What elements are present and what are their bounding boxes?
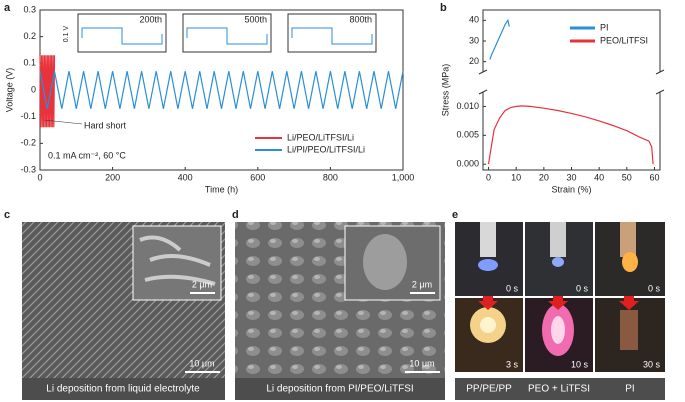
- time-label: 0 s: [506, 283, 519, 293]
- caption: PP/PE/PP: [466, 384, 512, 395]
- x-tick-label: 600: [250, 172, 265, 182]
- x-tick-label: 200: [105, 172, 120, 182]
- x-tick-label: 0: [486, 172, 491, 182]
- caption-bar: [22, 378, 225, 400]
- inset-wave: [186, 27, 268, 45]
- scale-label: 2 μm: [192, 279, 212, 289]
- legend-label: PI: [600, 22, 609, 32]
- time-label: 3 s: [506, 359, 519, 369]
- scale-label: 2 μm: [412, 279, 432, 289]
- caption: PI: [625, 384, 634, 395]
- legend-label: Li/PI/PEO/LiTFSI/Li: [287, 144, 365, 154]
- y-tick-label: 40: [469, 15, 479, 25]
- y-tick-label: -0.2: [20, 138, 36, 148]
- photo-grid: [455, 222, 665, 372]
- y-tick-label: 0.3: [23, 4, 36, 14]
- time-label: 0 s: [648, 283, 661, 293]
- x-tick-label: 400: [178, 172, 193, 182]
- panel-label: a: [4, 2, 11, 14]
- caption: Li deposition from PI/PEO/LiTFSI: [266, 384, 413, 395]
- x-tick-label: 20: [539, 172, 549, 182]
- x-tick-label: 800: [323, 172, 338, 182]
- x-tick-label: 10: [511, 172, 521, 182]
- data-line: [39, 71, 404, 109]
- time-label: 10 s: [571, 359, 589, 369]
- inset-texture: [139, 235, 216, 286]
- x-tick-label: 0: [37, 172, 42, 182]
- legend-label: PEO/LiTFSI: [600, 35, 648, 45]
- caption-bar: [235, 378, 445, 400]
- annotation-line: [43, 119, 83, 125]
- legend-label: Li/PEO/LiTFSI/Li: [287, 132, 354, 142]
- caption: PEO + LiTFSI: [528, 384, 590, 395]
- y-tick-label: 0.1: [23, 58, 36, 68]
- scale-label: 10 μm: [189, 358, 214, 368]
- y-tick-label: 30: [469, 35, 479, 45]
- x-tick-label: 1,000: [392, 172, 415, 182]
- x-axis-label: Strain (%): [551, 184, 591, 194]
- panel-label: b: [440, 2, 447, 14]
- y-tick-label: 0: [31, 84, 36, 94]
- annotation: 0.1 mA cm⁻², 60 °C: [48, 150, 126, 160]
- y-axis-label: Voltage (V): [4, 68, 14, 113]
- x-axis-label: Time (h): [205, 184, 238, 194]
- annotation: Hard short: [84, 120, 127, 130]
- panel-label: c: [4, 209, 10, 221]
- scale-label: 10 μm: [409, 358, 434, 368]
- y-axis-label: Stress (MPa): [440, 64, 450, 117]
- x-tick-label: 50: [622, 172, 632, 182]
- time-label: 30 s: [643, 359, 661, 369]
- inset-scale: 0.1 V: [63, 26, 70, 43]
- panel-label: e: [452, 209, 458, 221]
- inset-label: 800th: [349, 14, 372, 24]
- y-tick-label: 0.000: [456, 159, 479, 169]
- plot-frame: [482, 9, 661, 171]
- y-tick-label: -0.1: [20, 111, 36, 121]
- inset-label: 500th: [244, 14, 267, 24]
- inset-texture: [363, 234, 407, 290]
- x-tick-label: 30: [566, 172, 576, 182]
- axis-break: [478, 69, 665, 95]
- x-tick-label: 60: [649, 172, 659, 182]
- y-tick-label: 0.2: [23, 31, 36, 41]
- y-tick-label: 20: [469, 56, 479, 66]
- x-tick-label: 40: [594, 172, 604, 182]
- inset-wave: [81, 27, 163, 45]
- y-tick-label: -0.3: [20, 164, 36, 174]
- panel-label: d: [232, 209, 239, 221]
- data-line: [39, 55, 56, 128]
- inset-label: 200th: [139, 14, 162, 24]
- inset-wave: [291, 27, 373, 45]
- time-label: 0 s: [576, 283, 589, 293]
- y-tick-label: 0.010: [456, 101, 479, 111]
- y-tick-label: 0.005: [456, 130, 479, 140]
- data-line: [489, 18, 510, 60]
- caption-bar: [455, 378, 665, 400]
- data-line: [487, 105, 654, 165]
- caption: Li deposition from liquid electrolyte: [46, 384, 200, 395]
